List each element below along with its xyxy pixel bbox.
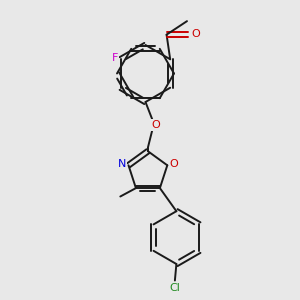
Text: N: N — [118, 159, 126, 169]
Text: F: F — [112, 53, 118, 63]
Text: O: O — [169, 159, 178, 169]
Text: O: O — [151, 120, 160, 130]
Text: O: O — [191, 29, 200, 39]
Text: Cl: Cl — [169, 283, 180, 293]
